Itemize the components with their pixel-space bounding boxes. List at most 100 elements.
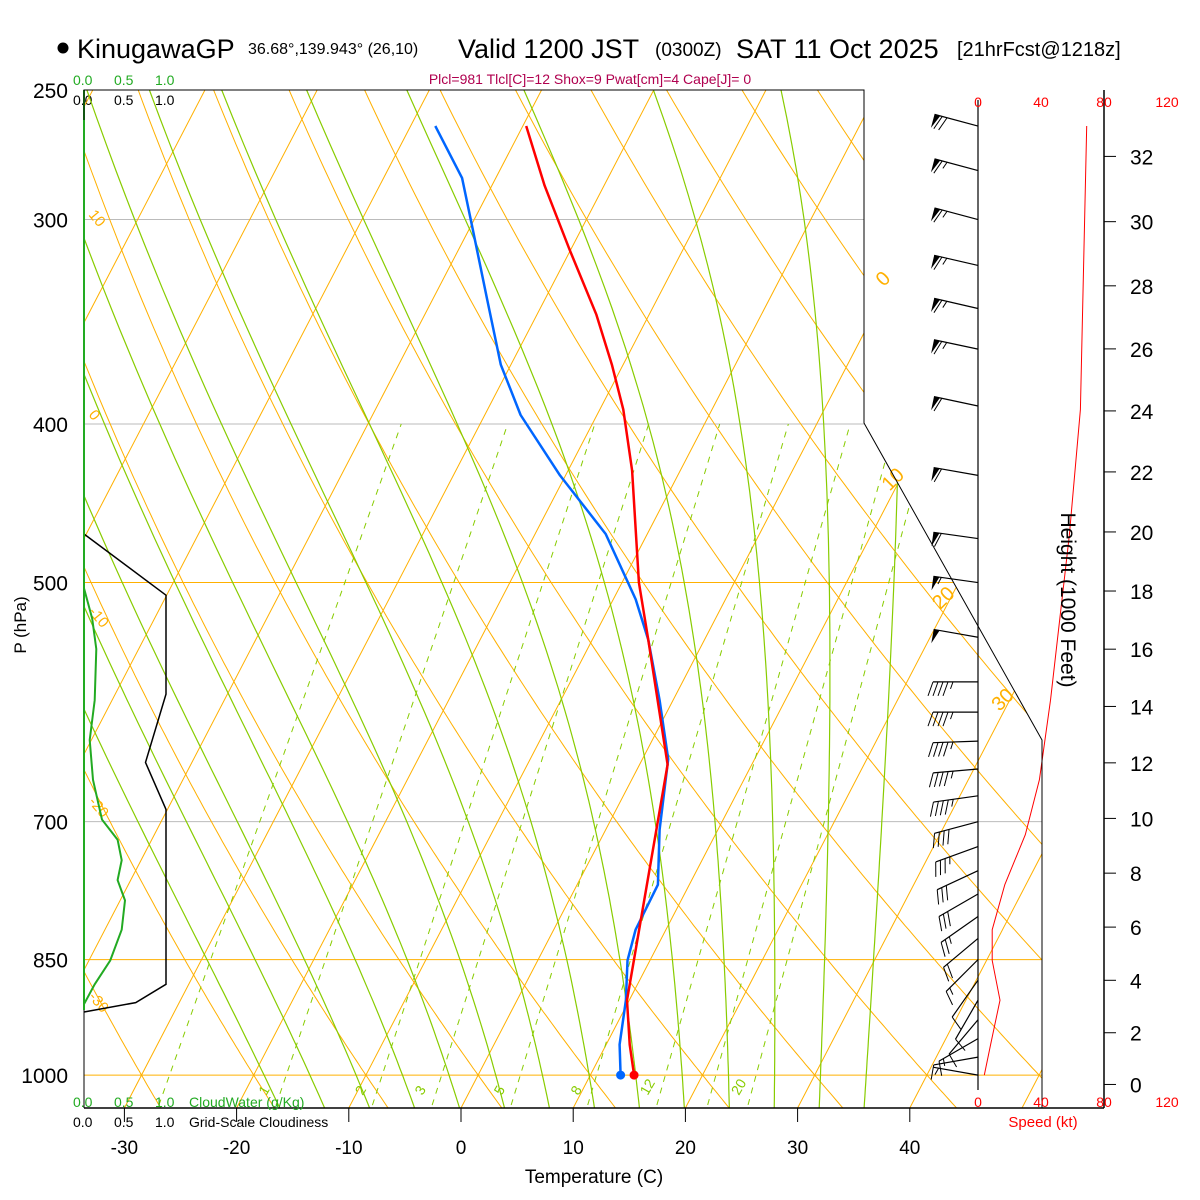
wind-barb-half-feather (950, 741, 954, 750)
height-tick-label: 20 (1130, 522, 1153, 545)
wind-barb (931, 254, 979, 270)
wind-barb-staff (933, 768, 979, 774)
wind-barb-feather (938, 117, 948, 131)
x-axis-title: Temperature (C) (525, 1167, 663, 1188)
dry-adiabat-line (84, 90, 163, 1108)
wind-barb-feather (933, 398, 943, 412)
wind-barb-staff (934, 207, 979, 221)
wind-barb-pennant (931, 339, 940, 354)
wind-barb-half-feather (951, 799, 954, 807)
wind-barb-staff (938, 1038, 979, 1062)
forecast-info: [21hrFcst@1218z] (957, 39, 1121, 61)
wind-barb-pennant (931, 532, 940, 547)
moist-adiabat-line (84, 90, 461, 1108)
plot-frame (83, 89, 1043, 1108)
wind-barb-feather (944, 939, 950, 954)
isotherm-line (84, 90, 558, 1108)
wind-barb-half-feather (942, 257, 948, 265)
wind-barb-pennant (931, 396, 940, 411)
wind-barb-half-feather (950, 681, 954, 690)
dry-adiabat-line (425, 90, 1042, 1108)
mixing-ratio-label: 20 (728, 1076, 750, 1098)
wind-barb (930, 207, 979, 223)
surface-temperature-marker (629, 1070, 639, 1080)
wind-barb-half-feather (937, 577, 942, 585)
mixing-ratio-line (428, 423, 650, 1108)
mixing-ratio-label: 8 (567, 1083, 585, 1098)
height-tick-label: 4 (1130, 970, 1142, 993)
cloudwater-tick: 1.0 (155, 1094, 175, 1110)
height-tick-label: 18 (1130, 581, 1153, 604)
wind-barb-pennant (931, 629, 940, 644)
wind-barb (932, 821, 979, 849)
isotherm-line (1020, 90, 1042, 1108)
mixing-ratio-line (744, 423, 932, 1108)
x-tick-label: -20 (223, 1138, 250, 1159)
wind-barb-feather (943, 771, 949, 787)
cloudiness-tick: 0.0 (73, 92, 93, 108)
pressure-tick-label: 850 (33, 950, 68, 973)
height-tick-label: 16 (1130, 639, 1153, 662)
wind-barb (938, 893, 979, 932)
speed-tick-label-top: 40 (1033, 94, 1049, 110)
wind-barb-feather (943, 742, 949, 757)
height-tick-label: 26 (1130, 339, 1153, 362)
isotherm-line (84, 90, 333, 1108)
wind-barb (927, 711, 978, 727)
moist-adiabat-line (84, 90, 326, 1108)
pressure-tick-label: 700 (33, 812, 68, 835)
wind-barb (931, 396, 979, 412)
wind-barb-staff (951, 979, 979, 1018)
wind-barb-pennant (931, 467, 940, 482)
moist-adiabat-line (84, 90, 506, 1108)
wind-barb (931, 531, 979, 547)
wind-barb-feather (938, 916, 943, 932)
cloudiness-tick: 0.5 (114, 1114, 134, 1130)
height-tick-label: 14 (1130, 696, 1154, 719)
wind-barb-staff (934, 254, 979, 267)
wind-barb-feather (948, 1053, 958, 1068)
wind-barb (948, 1019, 979, 1068)
dry-adiabat-line (500, 90, 1042, 1108)
speed-tick-label-bottom: 0 (974, 1094, 982, 1110)
wind-barb-feather (934, 533, 942, 547)
wind-barb (933, 1066, 979, 1076)
wind-barb-feather (932, 681, 939, 697)
wind-barb-staff (934, 158, 979, 172)
wind-barb-staff (933, 628, 979, 638)
speed-axis-title: Speed (kt) (1008, 1114, 1077, 1131)
wind-barb-half-feather (942, 1058, 946, 1067)
isotherm-label: 30 (987, 684, 1018, 715)
wind-barb-staff (933, 1066, 979, 1076)
x-tick-label: 0 (456, 1138, 467, 1159)
wind-barb-feather (942, 830, 945, 846)
wind-barb-feather (928, 742, 934, 758)
wind-barb-feather (927, 681, 934, 697)
wind-barb-feather (933, 299, 943, 313)
wind-barb-pennant (931, 576, 940, 591)
wind-barb-feather (933, 468, 942, 483)
wind-barb-feather (947, 829, 950, 845)
wind-barb-feather (929, 801, 934, 817)
wind-barb-staff (938, 893, 979, 917)
pressure-tick-label: 1000 (21, 1065, 68, 1088)
dry-adiabat-line (1172, 61, 1200, 1110)
cloudiness-tick: 1.0 (155, 1114, 175, 1130)
wind-barb-feather (934, 801, 939, 817)
height-tick-label: 24 (1130, 401, 1154, 424)
temperature-line (525, 125, 669, 1076)
moist-adiabat-line (293, 90, 641, 1108)
wind-barb-staff (940, 916, 979, 943)
isotherm-line (84, 90, 221, 1108)
wind-barb-feather (942, 913, 947, 929)
wind-barb-staff (933, 396, 979, 407)
wind-barb-pennant (930, 114, 941, 128)
cloudwater-tick: 0.5 (114, 1094, 134, 1110)
valid-date: SAT 11 Oct 2025 (736, 34, 939, 64)
pressure-tick-label: 400 (33, 414, 68, 437)
wind-barb-feather (933, 116, 943, 129)
x-tick-label: -30 (111, 1138, 138, 1159)
dry-adiabat-line (84, 90, 618, 1108)
dry-adiabat-line (201, 90, 845, 1108)
